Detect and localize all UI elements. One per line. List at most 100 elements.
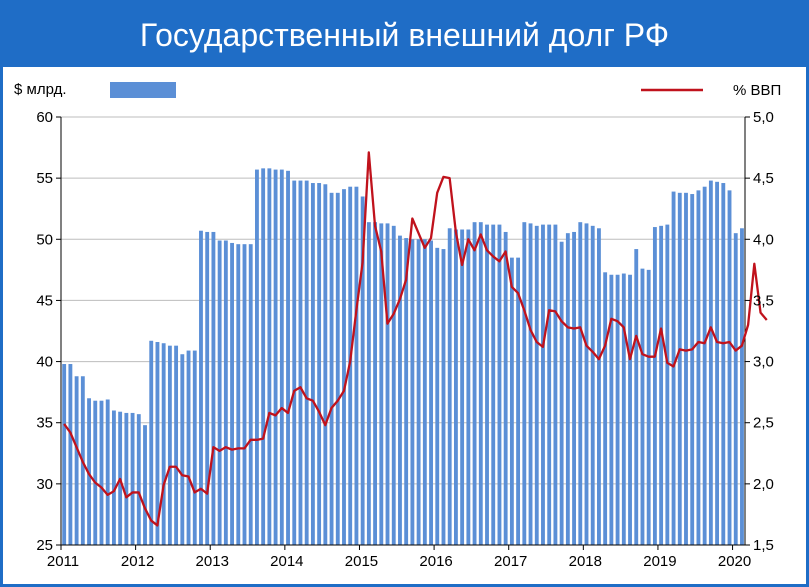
left-tick-label: 30 (36, 476, 53, 493)
bar (441, 249, 446, 545)
left-axis-label: $ млрд. (14, 81, 67, 98)
bar (342, 189, 346, 545)
bar (534, 225, 539, 545)
bar (578, 222, 583, 546)
right-tick-label: 3,0 (753, 354, 774, 371)
bar (429, 240, 433, 545)
x-tick-label: 2011 (47, 553, 79, 570)
bar (696, 190, 701, 545)
bar (485, 224, 489, 546)
bar (360, 196, 365, 546)
bar (572, 231, 576, 545)
bar (93, 400, 98, 545)
bar (740, 228, 744, 545)
bar (267, 168, 272, 546)
bar (509, 257, 514, 545)
x-tick-label: 2018 (569, 553, 602, 570)
bar (640, 268, 645, 545)
bar (161, 343, 166, 545)
bar (317, 183, 322, 545)
bar (603, 272, 608, 545)
bar (460, 229, 465, 545)
bar (273, 169, 278, 545)
bar (192, 350, 197, 545)
bar (398, 235, 402, 545)
bar (621, 273, 626, 545)
bar (597, 228, 601, 545)
bar (68, 364, 73, 545)
bar (690, 194, 695, 545)
bar (329, 192, 334, 545)
bar (99, 400, 104, 545)
bar (466, 229, 471, 545)
x-tick-label: 2020 (718, 553, 751, 570)
bar (155, 342, 160, 545)
bar (87, 398, 91, 545)
bar (727, 190, 732, 545)
bar (186, 350, 191, 545)
bar (205, 231, 210, 545)
bar (615, 274, 620, 545)
right-tick-label: 2,0 (753, 476, 774, 493)
bar (547, 224, 552, 546)
bar (733, 233, 738, 546)
bar (677, 192, 682, 545)
bar (671, 191, 676, 545)
left-tick-label: 55 (36, 170, 53, 187)
bar (199, 230, 203, 546)
bar (242, 244, 247, 545)
bar (62, 364, 67, 545)
bar (715, 181, 720, 545)
right-tick-label: 3,5 (753, 292, 774, 309)
bar (528, 223, 533, 545)
bar (590, 225, 595, 545)
bar (279, 169, 284, 545)
bar (143, 425, 147, 545)
chart-title: Государственный внешний долг РФ (3, 3, 806, 67)
bar (354, 186, 359, 545)
bar (553, 224, 558, 546)
bar (124, 412, 129, 545)
left-tick-label: 50 (36, 231, 53, 248)
bar (565, 233, 570, 546)
bar (174, 345, 179, 545)
right-tick-label: 4,5 (753, 170, 774, 187)
bar (491, 224, 496, 546)
bar (410, 239, 415, 546)
bar (217, 240, 222, 545)
right-tick-label: 4,0 (753, 231, 774, 248)
bar (652, 227, 657, 545)
bar (286, 170, 290, 545)
bar (522, 222, 527, 546)
bar (503, 231, 508, 545)
bar (223, 240, 228, 545)
bar (255, 169, 259, 545)
bar (584, 223, 589, 545)
bar (435, 247, 440, 545)
bar (646, 269, 651, 545)
bar (385, 223, 390, 545)
chart-area: $ млрд. % ВВП 25 30 35 40 45 50 55 60 1,5 2,0 2,5 3… (14, 81, 781, 570)
bar (416, 239, 421, 546)
bar (721, 183, 726, 545)
bar (373, 222, 378, 546)
right-tick-label: 1,5 (753, 537, 774, 554)
x-tick-label: 2014 (270, 553, 303, 570)
bar (261, 168, 266, 546)
bar (304, 180, 309, 545)
bar (404, 238, 409, 545)
bar (105, 399, 110, 545)
bar (422, 239, 427, 546)
bar (391, 225, 396, 545)
bar (472, 222, 477, 546)
left-tick-label: 45 (36, 292, 53, 309)
x-tick-label: 2016 (419, 553, 452, 570)
bar (180, 354, 185, 545)
bar (659, 225, 664, 545)
left-tick-label: 25 (36, 537, 53, 554)
bar (516, 257, 521, 545)
bar (230, 242, 234, 545)
bar (478, 222, 483, 546)
left-tick-label: 35 (36, 415, 53, 432)
